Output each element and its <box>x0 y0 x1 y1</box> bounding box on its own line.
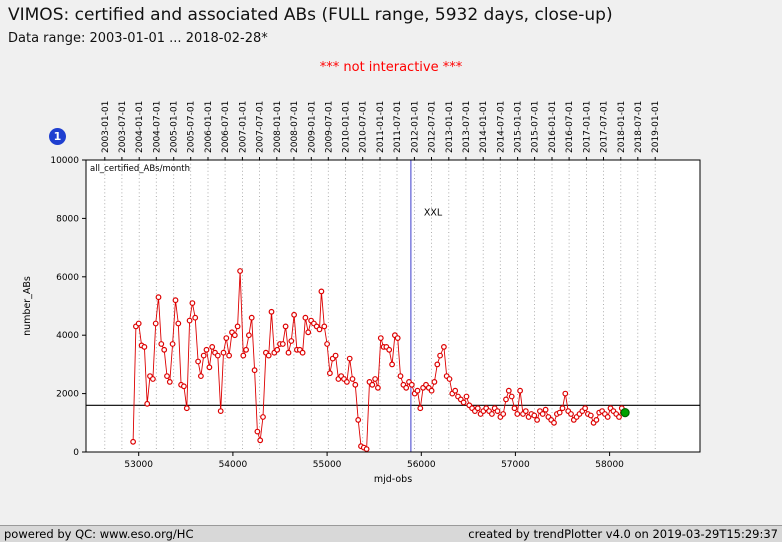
svg-text:6000: 6000 <box>56 273 79 283</box>
svg-text:10000: 10000 <box>50 156 79 166</box>
svg-text:2006-07-01: 2006-07-01 <box>221 101 231 153</box>
svg-text:2004-01-01: 2004-01-01 <box>135 101 145 153</box>
svg-text:0: 0 <box>73 448 79 458</box>
event-line-label: XXL <box>424 208 443 219</box>
svg-text:2010-01-01: 2010-01-01 <box>342 101 352 153</box>
svg-text:2011-07-01: 2011-07-01 <box>393 101 403 153</box>
svg-text:2006-01-01: 2006-01-01 <box>204 101 214 153</box>
svg-text:2007-01-01: 2007-01-01 <box>238 101 248 153</box>
svg-text:2000: 2000 <box>56 390 79 400</box>
svg-text:2017-01-01: 2017-01-01 <box>582 101 592 153</box>
svg-text:4000: 4000 <box>56 331 79 341</box>
date-gridlines: 2003-01-01 2003-07-01 2004-01-01 2004-07-01… <box>101 101 661 452</box>
svg-text:8000: 8000 <box>56 214 79 224</box>
svg-text:2013-01-01: 2013-01-01 <box>445 101 455 153</box>
not-interactive-note: *** not interactive *** <box>319 60 463 75</box>
svg-text:2011-01-01: 2011-01-01 <box>376 101 386 153</box>
svg-text:54000: 54000 <box>219 460 248 470</box>
svg-text:2014-01-01: 2014-01-01 <box>479 101 489 153</box>
footer: powered by QC: www.eso.org/HC created by… <box>0 525 782 542</box>
svg-text:2018-07-01: 2018-07-01 <box>634 101 644 153</box>
y-axis: 0 2000 4000 6000 8000 10000 number_ABs <box>22 156 86 458</box>
svg-text:55000: 55000 <box>313 460 342 470</box>
svg-text:2019-01-01: 2019-01-01 <box>651 101 661 153</box>
series-markers-latest_month <box>620 408 630 418</box>
svg-text:56000: 56000 <box>407 460 436 470</box>
svg-text:2009-07-01: 2009-07-01 <box>324 101 334 153</box>
svg-text:2009-01-01: 2009-01-01 <box>307 101 317 153</box>
plot-index-badge[interactable]: 1 <box>49 128 66 145</box>
svg-text:2005-01-01: 2005-01-01 <box>170 101 180 153</box>
footer-created-by: created by trendPlotter v4.0 on 2019-03-… <box>468 527 778 541</box>
footer-powered-by-link[interactable]: powered by QC: www.eso.org/HC <box>4 527 194 541</box>
x-axis-label: mjd-obs <box>374 474 412 485</box>
svg-text:2015-01-01: 2015-01-01 <box>514 101 524 153</box>
svg-text:2012-07-01: 2012-07-01 <box>428 101 438 153</box>
svg-text:2003-07-01: 2003-07-01 <box>118 101 128 153</box>
svg-text:2017-07-01: 2017-07-01 <box>600 101 610 153</box>
svg-text:2008-01-01: 2008-01-01 <box>273 101 283 153</box>
svg-text:2003-01-01: 2003-01-01 <box>101 101 111 153</box>
svg-text:2016-07-01: 2016-07-01 <box>565 101 575 153</box>
series-markers-all_certified_ABs_per_month <box>130 268 628 453</box>
svg-text:2015-07-01: 2015-07-01 <box>531 101 541 153</box>
plot-frame <box>85 159 701 453</box>
svg-text:2014-07-01: 2014-07-01 <box>496 101 506 153</box>
svg-text:58000: 58000 <box>595 460 624 470</box>
svg-text:2013-07-01: 2013-07-01 <box>462 101 472 153</box>
trend-chart: 2003-01-01 2003-07-01 2004-01-01 2004-07-01… <box>22 101 701 485</box>
svg-text:2010-07-01: 2010-07-01 <box>359 101 369 153</box>
svg-text:2007-07-01: 2007-07-01 <box>256 101 266 153</box>
plot-area <box>86 160 700 452</box>
inner-series-label: all_certified_ABs/month <box>90 164 190 174</box>
svg-text:2004-07-01: 2004-07-01 <box>152 101 162 153</box>
x-axis: 53000 54000 55000 56000 57000 58000 mjd-obs <box>124 452 624 485</box>
svg-text:2012-01-01: 2012-01-01 <box>410 101 420 153</box>
svg-text:2016-01-01: 2016-01-01 <box>548 101 558 153</box>
page-title: VIMOS: certified and associated ABs (FUL… <box>8 5 613 25</box>
svg-text:2018-01-01: 2018-01-01 <box>617 101 627 153</box>
data-range: Data range: 2003-01-01 ... 2018-02-28* <box>8 31 268 46</box>
svg-text:53000: 53000 <box>124 460 153 470</box>
svg-text:57000: 57000 <box>501 460 530 470</box>
y-axis-label: number_ABs <box>22 276 33 336</box>
svg-text:2005-07-01: 2005-07-01 <box>187 101 197 153</box>
svg-text:2008-07-01: 2008-07-01 <box>290 101 300 153</box>
